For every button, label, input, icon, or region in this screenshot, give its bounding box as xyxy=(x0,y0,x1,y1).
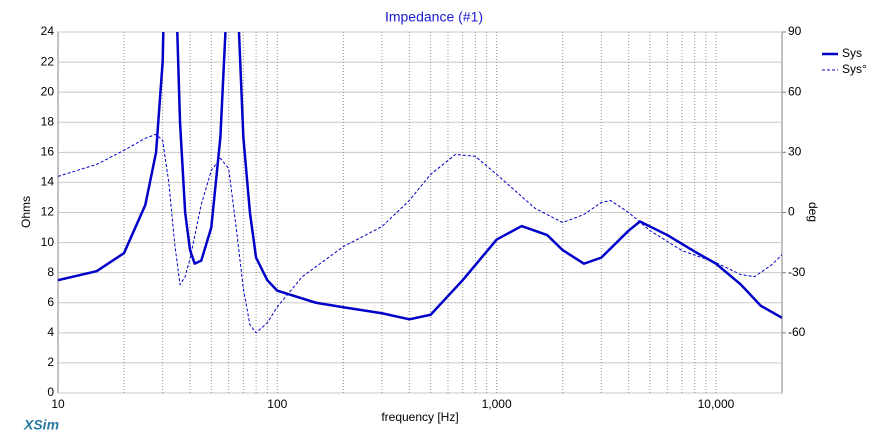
y-tick-label: 6 xyxy=(47,295,54,309)
y-tick-label: 22 xyxy=(41,54,55,68)
y-tick-label: 10 xyxy=(41,235,55,249)
chart-title: Impedance (#1) xyxy=(385,9,483,25)
y-tick-label: 0 xyxy=(47,385,54,399)
x-axis-label: frequency [Hz] xyxy=(381,410,458,424)
y2-axis-label: deg xyxy=(806,202,820,222)
y2-tick-label: 60 xyxy=(788,84,802,98)
y-tick-label: 18 xyxy=(41,114,55,128)
legend-label: Sys° xyxy=(842,62,867,76)
y-tick-label: 16 xyxy=(41,145,55,159)
y-axis-label: Ohms xyxy=(19,196,33,228)
x-tick-label: 10 xyxy=(51,397,65,411)
series-line xyxy=(58,32,782,321)
y-tick-label: 12 xyxy=(41,205,55,219)
y2-tick-label: 0 xyxy=(788,205,795,219)
y-tick-label: 4 xyxy=(47,325,54,339)
x-tick-label: 100 xyxy=(267,397,287,411)
legend-label: Sys xyxy=(842,46,862,60)
x-tick-label: 10,000 xyxy=(698,397,735,411)
y-tick-label: 2 xyxy=(47,355,54,369)
y2-tick-label: -30 xyxy=(788,265,806,279)
y2-tick-label: 90 xyxy=(788,24,802,38)
y-tick-label: 24 xyxy=(41,24,55,38)
y2-tick-label: -60 xyxy=(788,325,806,339)
series-layer xyxy=(58,32,782,334)
y2-tick-label: 30 xyxy=(788,145,802,159)
series-line xyxy=(58,133,782,334)
x-tick-label: 1,000 xyxy=(482,397,512,411)
y-tick-label: 20 xyxy=(41,84,55,98)
logo: XSim xyxy=(23,417,59,433)
y-tick-label: 14 xyxy=(41,175,55,189)
y-tick-label: 8 xyxy=(47,265,54,279)
